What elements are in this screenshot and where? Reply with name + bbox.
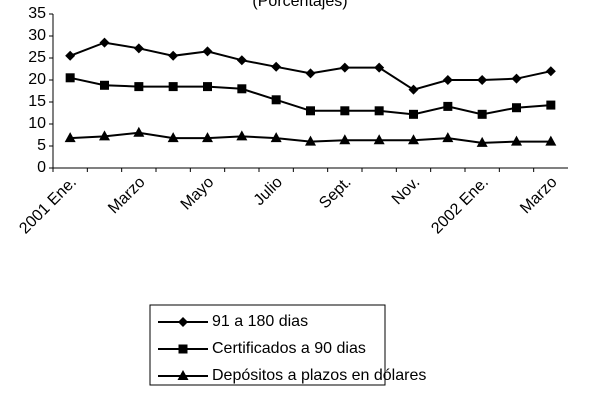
data-point bbox=[133, 126, 145, 137]
data-point bbox=[545, 135, 557, 146]
data-point bbox=[65, 50, 76, 61]
y-tick-label: 10 bbox=[28, 115, 46, 132]
data-point bbox=[236, 130, 248, 141]
data-point bbox=[373, 134, 385, 145]
data-point bbox=[64, 132, 76, 143]
x-tick-label: Sept. bbox=[316, 174, 354, 212]
data-point bbox=[443, 101, 453, 111]
y-tick-label: 5 bbox=[37, 137, 46, 154]
data-point bbox=[340, 106, 350, 116]
data-point bbox=[408, 134, 419, 145]
data-point bbox=[306, 106, 315, 116]
legend-box bbox=[149, 304, 386, 386]
y-tick-label: 15 bbox=[28, 93, 46, 110]
data-point bbox=[511, 135, 522, 146]
legend-label: Depósitos a plazos en dólares bbox=[212, 367, 426, 384]
data-point bbox=[374, 62, 385, 73]
data-point bbox=[134, 82, 144, 92]
x-tick-label: 2001 Ene. bbox=[16, 174, 80, 238]
data-point bbox=[202, 132, 213, 143]
data-point bbox=[202, 46, 213, 57]
x-tick-label: Marzo bbox=[105, 174, 149, 218]
data-point bbox=[477, 109, 487, 119]
legend-marker bbox=[178, 317, 188, 327]
data-point bbox=[305, 135, 316, 146]
data-point bbox=[374, 106, 384, 116]
data-point bbox=[409, 109, 418, 119]
y-tick-label: 25 bbox=[28, 49, 46, 66]
y-tick-label: 0 bbox=[37, 159, 46, 176]
data-point bbox=[271, 61, 282, 72]
legend-marker bbox=[177, 370, 189, 380]
x-tick-label: 2002 Ene. bbox=[428, 174, 492, 238]
data-point bbox=[168, 82, 178, 92]
data-point bbox=[270, 132, 282, 143]
data-point bbox=[100, 80, 109, 90]
data-point bbox=[271, 95, 281, 105]
data-point bbox=[545, 66, 556, 77]
data-point bbox=[339, 134, 351, 145]
data-point bbox=[476, 136, 488, 147]
x-tick-label: Nov. bbox=[389, 174, 423, 208]
data-point bbox=[339, 62, 350, 73]
data-point bbox=[237, 84, 247, 94]
x-tick-label: Julio bbox=[251, 174, 286, 209]
data-point bbox=[99, 130, 110, 141]
data-point bbox=[442, 132, 454, 143]
data-point bbox=[305, 68, 316, 79]
y-tick-label: 35 bbox=[28, 5, 46, 22]
data-point bbox=[133, 43, 144, 54]
data-point bbox=[168, 50, 179, 61]
y-tick-label: 20 bbox=[28, 71, 46, 88]
data-point bbox=[511, 73, 522, 84]
data-point bbox=[236, 55, 247, 66]
x-tick-label: Mayo bbox=[178, 174, 218, 214]
data-point bbox=[546, 100, 556, 110]
x-tick-label: Marzo bbox=[517, 174, 561, 218]
legend-label: Certificados a 90 dias bbox=[212, 340, 366, 357]
data-point bbox=[408, 84, 419, 95]
y-tick-label: 30 bbox=[28, 27, 46, 44]
chart-subtitle: (Porcentajes) bbox=[252, 0, 347, 10]
data-point bbox=[167, 132, 179, 143]
data-point bbox=[65, 73, 75, 83]
data-point bbox=[442, 75, 453, 85]
legend-label: 91 a 180 dias bbox=[212, 313, 308, 330]
data-point bbox=[99, 37, 110, 48]
data-point bbox=[477, 75, 488, 85]
data-point bbox=[203, 82, 212, 92]
data-point bbox=[512, 103, 521, 113]
legend-marker bbox=[178, 344, 188, 354]
